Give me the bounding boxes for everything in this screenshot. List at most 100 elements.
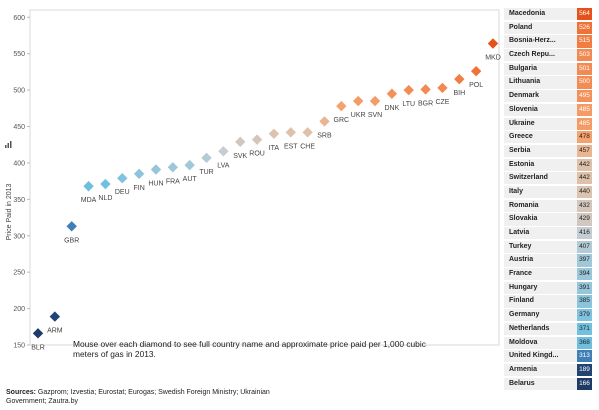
legend-value: 501	[577, 62, 592, 75]
point-svk[interactable]	[235, 136, 246, 148]
legend-row[interactable]: Estonia 442	[504, 158, 592, 173]
y-axis-label: Price Paid in 2013	[6, 183, 13, 240]
legend-row[interactable]: Bosnia-Herz... 515	[504, 35, 592, 49]
point-nld[interactable]	[100, 178, 111, 190]
point-label-svk: SVK	[233, 153, 247, 160]
legend-country-name: Bosnia-Herz...	[504, 35, 577, 48]
point-cze[interactable]	[437, 82, 448, 94]
point-ukr[interactable]	[352, 95, 364, 107]
sources-footer: Sources: Gazprom; Izvestia; Eurostat; Eu…	[6, 389, 306, 406]
point-label-fra: FRA	[166, 178, 180, 185]
legend-country-name: Macedonia	[504, 8, 577, 21]
point-lva[interactable]	[218, 146, 229, 157]
point-grc[interactable]	[336, 100, 347, 112]
point-label-dnk: DNK	[384, 105, 399, 112]
point-dnk[interactable]	[386, 88, 398, 99]
point-srb[interactable]	[319, 116, 330, 127]
plot-border	[29, 9, 500, 346]
legend-row[interactable]: Belarus 166	[504, 377, 592, 392]
point-pol[interactable]	[470, 65, 482, 77]
point-label-est: EST	[284, 143, 298, 150]
point-label-fin: FIN	[133, 185, 144, 192]
point-rou[interactable]	[251, 134, 263, 145]
point-label-ita: ITA	[269, 145, 280, 152]
legend-row[interactable]: France 394	[504, 268, 592, 282]
legend-value: 478	[577, 131, 592, 144]
legend-country-name: Poland	[504, 21, 577, 34]
legend-value: 503	[577, 49, 592, 62]
legend-row[interactable]: Slovenia 485	[504, 103, 592, 118]
legend-row[interactable]: Austria 397	[504, 254, 592, 268]
point-label-hun: HUN	[148, 180, 163, 187]
point-mkd[interactable]	[487, 38, 499, 49]
y-tick-label: 250	[13, 270, 25, 277]
legend-country-name: Switzerland	[504, 172, 577, 185]
legend-row[interactable]: Turkey 407	[504, 240, 592, 255]
point-tur[interactable]	[201, 152, 212, 164]
legend-row[interactable]: Switzerland 442	[504, 172, 592, 186]
legend-value: 440	[577, 185, 592, 199]
legend-row[interactable]: Armenia 189	[504, 363, 592, 378]
legend-row[interactable]: Italy 440	[504, 185, 592, 200]
point-fra[interactable]	[167, 162, 179, 173]
legend-row[interactable]: Netherlands 371	[504, 322, 592, 337]
legend-value: 416	[577, 227, 592, 240]
point-bih[interactable]	[454, 73, 465, 85]
legend-country-name: France	[504, 268, 577, 281]
point-est[interactable]	[285, 127, 296, 138]
point-mda[interactable]	[83, 181, 94, 192]
point-label-mda: MDA	[81, 197, 97, 204]
legend-row[interactable]: Romania 432	[504, 199, 592, 214]
legend-row[interactable]: United Kingd... 313	[504, 350, 592, 364]
y-tick-label: 600	[13, 15, 25, 22]
point-ltu[interactable]	[403, 84, 414, 96]
legend-row[interactable]: Hungary 391	[504, 281, 592, 296]
legend-value: 166	[577, 377, 592, 390]
legend-value: 432	[577, 199, 592, 212]
point-arm[interactable]	[49, 311, 61, 322]
legend-value: 385	[577, 295, 592, 308]
legend-value: 371	[577, 322, 592, 335]
point-aut[interactable]	[184, 159, 195, 171]
legend-country-name: Turkey	[504, 240, 577, 253]
legend-value: 526	[577, 21, 592, 34]
point-label-svn: SVN	[368, 112, 382, 119]
point-blr[interactable]	[32, 328, 44, 339]
legend-row[interactable]: Moldova 368	[504, 336, 592, 351]
point-svn[interactable]	[369, 95, 381, 107]
legend-country-name: Italy	[504, 185, 577, 199]
point-fin[interactable]	[133, 168, 145, 180]
legend-row[interactable]: Finland 385	[504, 295, 592, 309]
legend-row[interactable]: Macedonia 564	[504, 8, 592, 22]
legend-row[interactable]: Poland 526	[504, 21, 592, 36]
point-bgr[interactable]	[420, 84, 431, 95]
legend-row[interactable]: Bulgaria 501	[504, 62, 592, 77]
legend-row[interactable]: Czech Repu... 503	[504, 49, 592, 63]
point-che[interactable]	[302, 127, 313, 138]
legend-row[interactable]: Denmark 495	[504, 90, 592, 104]
legend-row[interactable]: Lithuania 500	[504, 76, 592, 90]
point-deu[interactable]	[117, 173, 128, 184]
legend-value: 397	[577, 254, 592, 267]
point-hun[interactable]	[150, 164, 162, 175]
legend-row[interactable]: Germany 379	[504, 309, 592, 323]
legend-country-name: Slovenia	[504, 103, 577, 116]
y-tick-label: 350	[13, 197, 25, 204]
point-label-gbr: GBR	[64, 237, 79, 244]
point-gbr[interactable]	[66, 221, 77, 232]
point-label-grc: GRC	[334, 117, 350, 124]
point-label-arm: ARM	[47, 328, 63, 335]
legend-value: 500	[577, 76, 592, 89]
legend-row[interactable]: Latvia 416	[504, 227, 592, 241]
point-label-lva: LVA	[217, 162, 230, 169]
point-ita[interactable]	[268, 128, 280, 140]
legend-country-name: Greece	[504, 131, 577, 144]
legend-row[interactable]: Ukraine 485	[504, 117, 592, 132]
points-layer	[32, 38, 499, 339]
point-label-bih: BIH	[453, 90, 465, 97]
legend-row[interactable]: Greece 478	[504, 131, 592, 145]
legend-row[interactable]: Serbia 457	[504, 144, 592, 159]
legend-row[interactable]: Slovakia 429	[504, 213, 592, 227]
legend-country-name: Austria	[504, 254, 577, 267]
